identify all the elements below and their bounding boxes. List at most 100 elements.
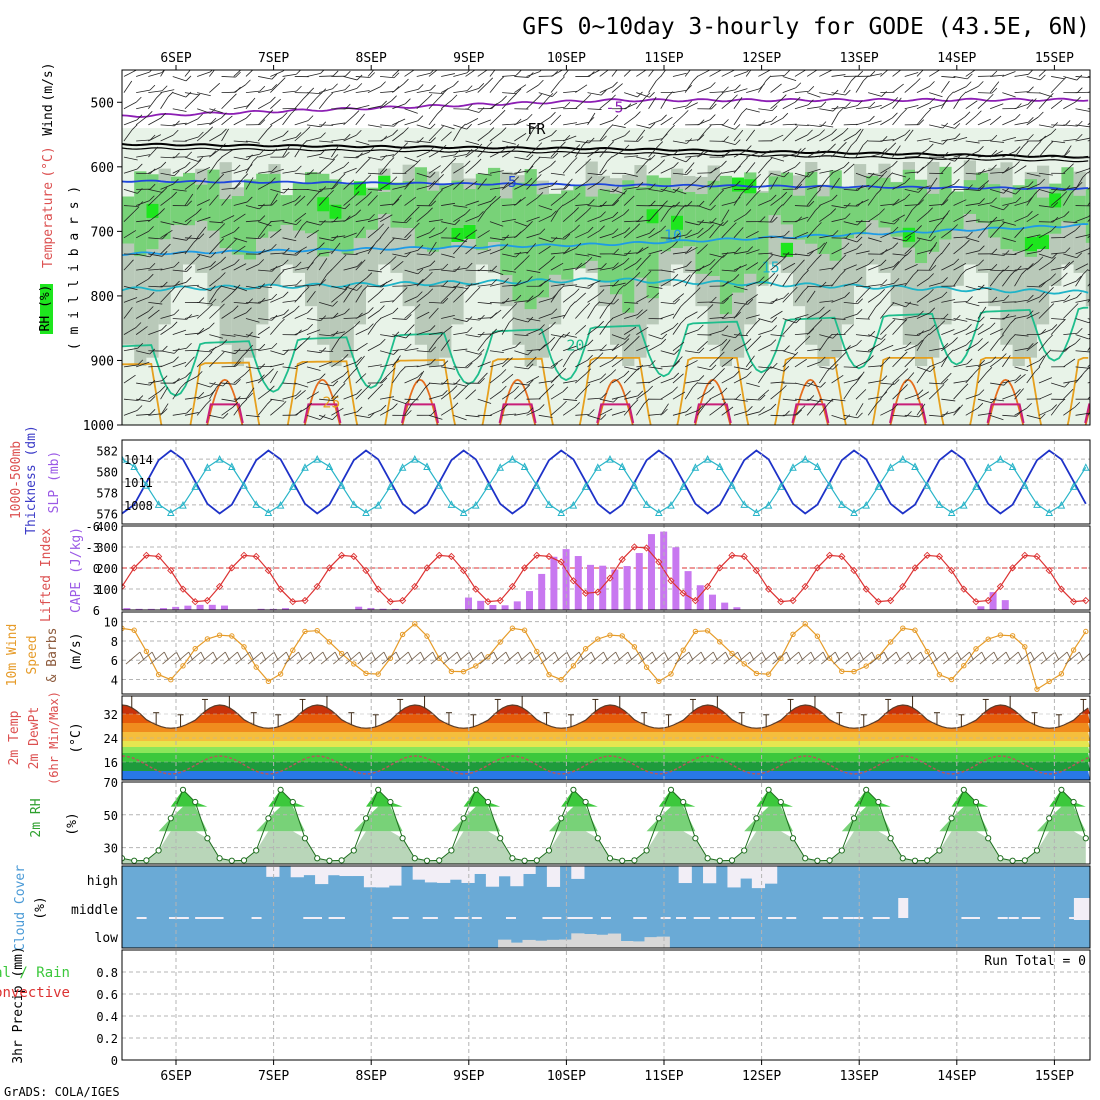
rh-green-band [231, 196, 245, 255]
wind-barb [880, 221, 895, 225]
wind-barb-flag [991, 149, 998, 156]
wind-barb-flag [991, 164, 997, 171]
surface-barb-flag [761, 651, 767, 661]
cape-bar [501, 605, 509, 610]
wind-barb [367, 409, 382, 416]
wind-barb [941, 210, 950, 222]
wind-barb [489, 362, 504, 368]
wind-barb [294, 145, 303, 158]
cape-bar [672, 547, 680, 610]
wind-barb [965, 318, 980, 323]
wind-barb [331, 375, 344, 384]
wind-barb-flag [1088, 214, 1090, 217]
wind-barb-flag [851, 382, 857, 388]
wind-barb-flag [1063, 211, 1070, 217]
wind-barb-flag [1052, 188, 1058, 194]
wind-barb [953, 86, 967, 93]
wind-speed-marker [558, 676, 564, 683]
wind-speed-marker [509, 625, 516, 631]
wind-barb-flag [414, 303, 421, 310]
wind-barb-flag [1064, 381, 1070, 388]
surface-barb [186, 651, 202, 665]
wind-barb [880, 307, 890, 319]
wind-barb [550, 338, 560, 351]
wind-barb [221, 215, 235, 223]
upper-ylabel-temp: Temperature [41, 182, 56, 268]
wind-barb [575, 181, 588, 190]
wind-barb-flag [219, 303, 225, 310]
wind-barb-flag [451, 385, 458, 391]
wind-barb [733, 113, 743, 126]
wind-barb [550, 81, 560, 93]
wind-barb [745, 294, 758, 303]
wind-barb [843, 80, 852, 93]
wind-speed-marker [900, 625, 906, 631]
wind-barb-flag [414, 206, 420, 212]
lifted-index-marker [386, 598, 395, 606]
wind-barb [929, 218, 943, 223]
surface-barb-flag [334, 651, 340, 661]
wind-barb [1026, 193, 1036, 206]
upper-ylabel-wind: Wind [41, 104, 56, 135]
thickness-tick-label: 578 [96, 487, 118, 501]
wind-barb [184, 396, 199, 400]
wind-barb [611, 282, 626, 287]
wind-barb [502, 218, 517, 223]
wind-barb-flag [406, 217, 412, 224]
cloud-high-gap [339, 866, 353, 877]
wind-barb [587, 294, 600, 303]
wind-barb [965, 86, 979, 93]
wind-barb [416, 151, 430, 158]
wind-barb [1075, 177, 1084, 190]
rh2m-marker [789, 835, 797, 842]
wind-barb [294, 120, 309, 126]
wind-barb [526, 124, 540, 130]
cloud-low-gap [583, 934, 597, 948]
wind-barb [575, 231, 589, 239]
wind-barb-flag [709, 258, 716, 265]
wind-barb-flag [941, 356, 948, 362]
wind-barb [855, 128, 864, 142]
wind-barb [953, 404, 964, 416]
wind-barb [624, 92, 638, 98]
wind-barb [343, 167, 357, 174]
wind-barb [685, 350, 700, 354]
wind-barb [745, 340, 757, 352]
wind-barb [221, 350, 236, 355]
wind-barb [672, 265, 687, 271]
wind-barb [502, 284, 517, 287]
rh-green-band [841, 188, 855, 239]
wind-speed-marker [302, 628, 308, 635]
wind-barb-flag [296, 279, 302, 286]
wind-barb-flag [320, 70, 325, 74]
wind-barb-flag [343, 161, 350, 168]
wind-barb [233, 312, 247, 319]
wind-barb [343, 179, 355, 190]
wind-barb-flag [573, 207, 579, 213]
wind-barb [709, 373, 720, 384]
wind-barb-flag [562, 386, 569, 393]
wind-barb-flag [770, 403, 777, 410]
slp-marker [825, 481, 834, 489]
wind-barb [184, 237, 199, 240]
wind-barb [623, 372, 635, 384]
surface-barb [503, 651, 519, 665]
wind-barb [148, 301, 163, 305]
cape-bar [147, 608, 155, 610]
wind-barb [282, 366, 297, 369]
wind-barb [184, 412, 199, 416]
wind-barb [160, 96, 169, 109]
surface-barb [296, 651, 311, 665]
wind-barb-flag [564, 183, 571, 190]
wind-barb-flag [218, 238, 225, 244]
rh-green-band [1073, 195, 1087, 224]
upper-ylabel-rh: RH (%) [38, 285, 53, 332]
wind-barb-flag [911, 204, 918, 211]
wind-barb [343, 393, 357, 400]
wind-barb-flag [429, 227, 436, 233]
wind-barb [684, 387, 694, 400]
wind-barb [990, 189, 1004, 194]
lifted-index-marker [179, 585, 187, 593]
wind-barb [379, 408, 393, 416]
wind-barb [1002, 151, 1016, 158]
